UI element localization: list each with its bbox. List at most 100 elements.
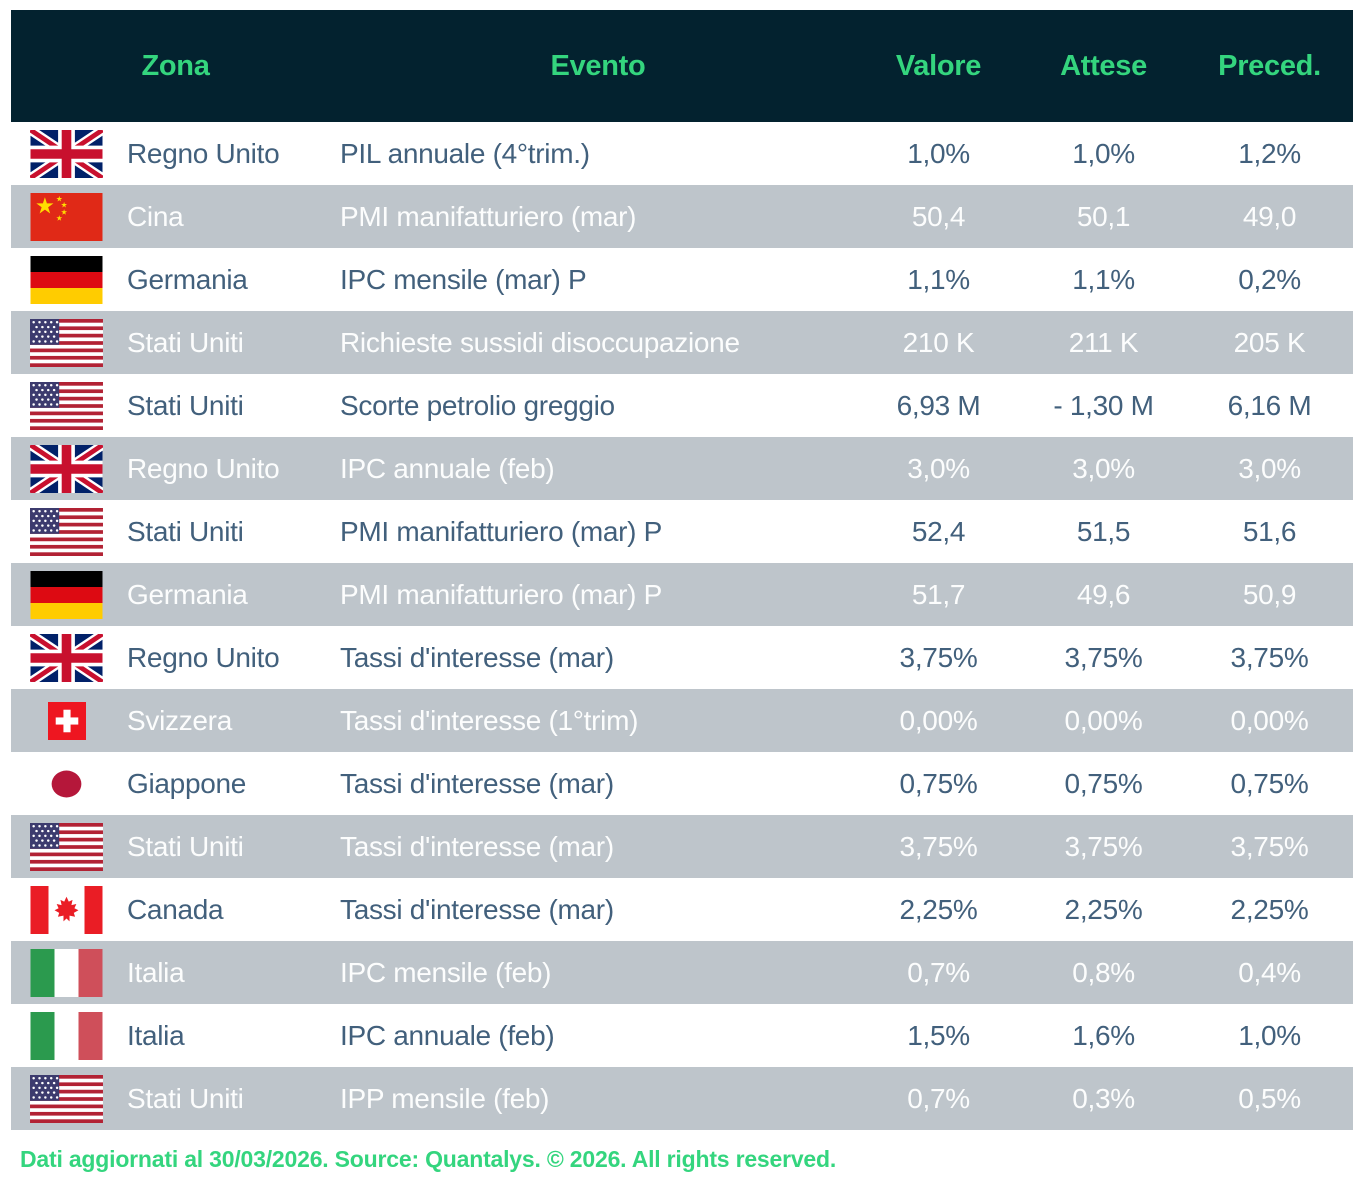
event-label: Richieste sussidi disoccupazione <box>340 326 740 358</box>
table-row: Stati Uniti Richieste sussidi disoccupaz… <box>11 311 1353 374</box>
attese-value: 3,0% <box>1072 452 1135 484</box>
zone-label: Regno Unito <box>127 137 280 169</box>
country-flag <box>30 1074 103 1123</box>
flag-cell <box>11 1011 127 1060</box>
attese-value: 49,6 <box>1076 578 1131 610</box>
valore-value: 6,93 M <box>896 389 981 421</box>
flag-cell <box>11 633 127 682</box>
valore-value: 0,7% <box>907 1082 970 1114</box>
flag-cell <box>11 444 127 493</box>
column-header-valore: Valore <box>895 49 982 82</box>
uk-flag-icon <box>30 633 103 682</box>
valore-value: 52,4 <box>911 515 966 547</box>
event-label: Tassi d'interesse (1°trim) <box>340 704 639 736</box>
country-flag <box>30 697 103 745</box>
event-label: Scorte petrolio greggio <box>340 389 615 421</box>
event-label: IPC annuale (feb) <box>340 1019 555 1051</box>
preced-value: 1,0% <box>1238 1019 1301 1051</box>
column-header-preced: Preced. <box>1218 49 1321 82</box>
attese-value: 0,3% <box>1072 1082 1135 1114</box>
preced-value: 0,00% <box>1230 704 1309 736</box>
event-label: Tassi d'interesse (mar) <box>340 830 614 862</box>
flag-cell <box>11 885 127 934</box>
country-flag <box>30 759 103 808</box>
country-flag <box>30 948 103 997</box>
attese-value: 2,25% <box>1064 893 1143 925</box>
valore-value: 1,0% <box>907 137 970 169</box>
valore-value: 1,1% <box>907 263 970 295</box>
zone-label: Italia <box>127 1019 185 1051</box>
preced-value: 6,16 M <box>1227 389 1312 421</box>
table-row: Stati Uniti Scorte petrolio greggio 6,93… <box>11 374 1353 437</box>
table-row: Germania IPC mensile (mar) P 1,1% 1,1% 0… <box>11 248 1353 311</box>
event-label: PMI manifatturiero (mar) <box>340 200 637 232</box>
country-flag <box>30 633 103 682</box>
attese-value: 1,1% <box>1072 263 1135 295</box>
usa-flag-icon <box>30 318 103 367</box>
table-row: Italia IPC mensile (feb) 0,7% 0,8% 0,4% <box>11 941 1353 1004</box>
attese-value: 211 K <box>1068 326 1139 358</box>
country-flag <box>30 192 103 241</box>
zone-label: Giappone <box>127 767 247 799</box>
usa-flag-icon <box>30 507 103 556</box>
country-flag <box>30 129 103 178</box>
column-header-zona: Zona <box>141 49 210 82</box>
event-label: Tassi d'interesse (mar) <box>340 893 614 925</box>
zone-label: Regno Unito <box>127 452 280 484</box>
preced-value: 50,9 <box>1242 578 1297 610</box>
valore-value: 3,0% <box>907 452 970 484</box>
preced-value: 205 K <box>1233 326 1306 358</box>
flag-cell <box>11 948 127 997</box>
attese-value: - 1,30 M <box>1053 389 1154 421</box>
country-flag <box>30 318 103 367</box>
country-flag <box>30 444 103 493</box>
valore-value: 0,7% <box>907 956 970 988</box>
uk-flag-icon <box>30 129 103 178</box>
usa-flag-icon <box>30 381 103 430</box>
country-flag <box>30 507 103 556</box>
valore-value: 50,4 <box>911 200 966 232</box>
event-label: IPC annuale (feb) <box>340 452 555 484</box>
preced-value: 0,75% <box>1230 767 1309 799</box>
zone-label: Canada <box>127 893 224 925</box>
china-flag-icon <box>30 192 103 241</box>
event-label: PMI manifatturiero (mar) P <box>340 578 663 610</box>
table-row: Regno Unito Tassi d'interesse (mar) 3,75… <box>11 626 1353 689</box>
attese-value: 51,5 <box>1076 515 1131 547</box>
column-header-attese: Attese <box>1060 49 1147 82</box>
preced-value: 1,2% <box>1238 137 1301 169</box>
preced-value: 49,0 <box>1242 200 1297 232</box>
table-header-row: Zona Evento Valore Attese Preced. <box>11 10 1353 122</box>
table-row: Italia IPC annuale (feb) 1,5% 1,6% 1,0% <box>11 1004 1353 1067</box>
valore-value: 3,75% <box>899 641 978 673</box>
preced-value: 51,6 <box>1242 515 1297 547</box>
valore-value: 0,00% <box>899 704 978 736</box>
economic-calendar-table: Zona Evento Valore Attese Preced. Regno … <box>11 10 1353 1130</box>
event-label: IPP mensile (feb) <box>340 1082 550 1114</box>
country-flag <box>30 381 103 430</box>
flag-cell <box>11 570 127 619</box>
switzerland-flag-icon <box>47 701 86 740</box>
table-row: Giappone Tassi d'interesse (mar) 0,75% 0… <box>11 752 1353 815</box>
event-label: Tassi d'interesse (mar) <box>340 767 614 799</box>
table-row: Cina PMI manifatturiero (mar) 50,4 50,1 … <box>11 185 1353 248</box>
table-row: Stati Uniti PMI manifatturiero (mar) P 5… <box>11 500 1353 563</box>
valore-value: 3,75% <box>899 830 978 862</box>
germany-flag-icon <box>30 570 103 619</box>
zone-label: Stati Uniti <box>127 1082 244 1114</box>
event-label: PMI manifatturiero (mar) P <box>340 515 663 547</box>
country-flag <box>30 570 103 619</box>
valore-value: 0,75% <box>899 767 978 799</box>
valore-value: 51,7 <box>911 578 966 610</box>
flag-cell <box>11 822 127 871</box>
valore-value: 210 K <box>902 326 975 358</box>
japan-flag-icon <box>30 759 103 808</box>
event-label: IPC mensile (feb) <box>340 956 552 988</box>
event-label: PIL annuale (4°trim.) <box>340 137 590 169</box>
canada-flag-icon <box>30 885 103 934</box>
zone-label: Cina <box>127 200 184 232</box>
flag-cell <box>11 697 127 745</box>
germany-flag-icon <box>30 255 103 304</box>
country-flag <box>30 822 103 871</box>
attese-value: 3,75% <box>1064 830 1143 862</box>
